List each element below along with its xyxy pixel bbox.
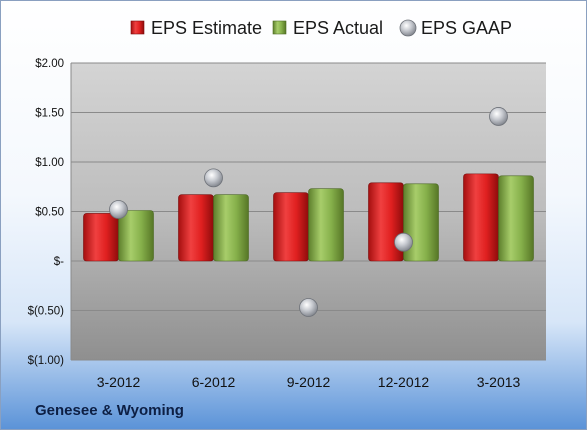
bar-eps-actual	[498, 175, 534, 262]
plot-area: $2.00 $1.50 $1.00 $0.50 $- $(0.50) $(1.00) 3-20…	[28, 58, 546, 390]
bar-eps-actual	[308, 188, 344, 262]
legend-label: EPS Actual	[293, 18, 383, 38]
legend-label: EPS GAAP	[421, 18, 512, 38]
y-tick-label: $-	[54, 256, 64, 268]
legend: EPS Estimate EPS Actual EPS GAAP	[130, 18, 512, 38]
legend-label: EPS Estimate	[151, 18, 262, 38]
y-tick-label: $0.50	[35, 207, 64, 219]
y-tick-label: $1.00	[35, 157, 64, 169]
bar-eps-estimate	[83, 213, 119, 262]
x-tick-label: 12-2012	[378, 374, 430, 390]
point-eps-gaap	[489, 107, 508, 126]
point-eps-gaap	[394, 232, 413, 252]
x-tick-label: 9-2012	[287, 374, 331, 390]
y-tick-label: $(0.50)	[28, 306, 65, 318]
bar-eps-actual	[213, 194, 249, 262]
x-tick-label: 6-2012	[192, 374, 236, 390]
bar-eps-actual	[118, 210, 154, 262]
bar-eps-estimate	[463, 173, 499, 262]
point-eps-gaap	[204, 168, 223, 188]
x-tick-label: 3-2012	[97, 374, 141, 390]
bar-eps-estimate	[178, 194, 214, 262]
x-tick-label: 3-2013	[477, 374, 521, 390]
bar-eps-estimate	[273, 192, 309, 262]
y-tick-label: $1.50	[35, 108, 64, 120]
y-tick-label: $(1.00)	[28, 355, 65, 367]
point-eps-gaap	[299, 298, 318, 317]
legend-swatch-gaap	[399, 19, 417, 37]
y-tick-label: $2.00	[35, 58, 64, 70]
legend-swatch-estimate	[130, 20, 145, 35]
legend-swatch-actual	[272, 20, 287, 35]
company-name: Genesee & Wyoming	[35, 402, 184, 419]
point-eps-gaap	[109, 200, 128, 219]
